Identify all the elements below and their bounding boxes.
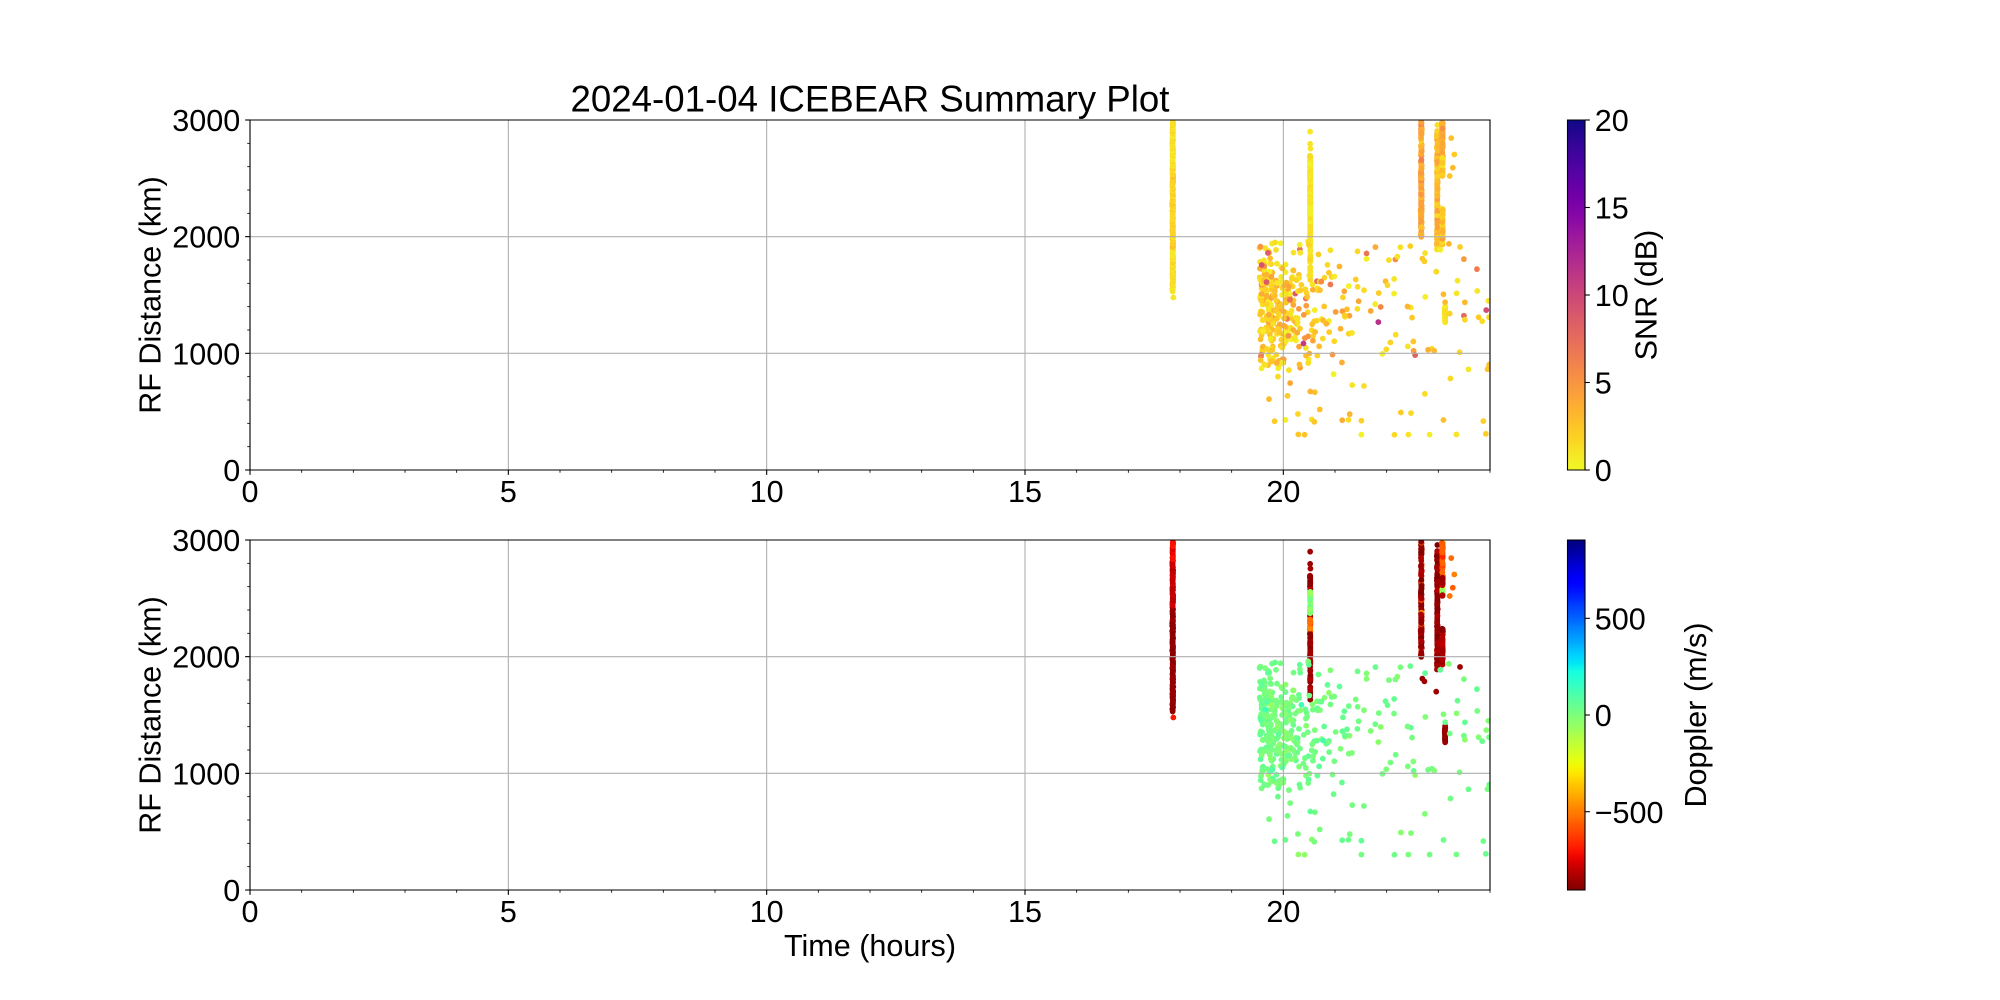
svg-text:2000: 2000 — [172, 641, 240, 675]
svg-text:SNR (dB): SNR (dB) — [1629, 230, 1663, 361]
svg-text:RF Distance (km): RF Distance (km) — [133, 596, 167, 834]
svg-text:10: 10 — [750, 475, 784, 509]
svg-text:20: 20 — [1595, 104, 1629, 138]
svg-text:15: 15 — [1008, 475, 1042, 509]
svg-text:0: 0 — [1595, 699, 1612, 733]
svg-text:3000: 3000 — [172, 524, 240, 558]
svg-text:10: 10 — [750, 895, 784, 929]
svg-text:0: 0 — [241, 895, 258, 929]
svg-text:15: 15 — [1008, 895, 1042, 929]
svg-text:1000: 1000 — [172, 337, 240, 371]
svg-text:500: 500 — [1595, 602, 1646, 636]
svg-text:RF Distance (km): RF Distance (km) — [133, 176, 167, 414]
svg-text:2024-01-04 ICEBEAR Summary Plo: 2024-01-04 ICEBEAR Summary Plot — [571, 79, 1170, 120]
svg-text:Doppler (m/s): Doppler (m/s) — [1679, 622, 1713, 807]
svg-text:0: 0 — [1595, 454, 1612, 488]
svg-text:−500: −500 — [1595, 796, 1664, 830]
svg-text:20: 20 — [1266, 475, 1300, 509]
svg-text:5: 5 — [1595, 367, 1612, 401]
svg-text:0: 0 — [223, 454, 240, 488]
svg-text:1000: 1000 — [172, 757, 240, 791]
svg-text:2000: 2000 — [172, 221, 240, 255]
svg-text:0: 0 — [241, 475, 258, 509]
svg-text:5: 5 — [500, 895, 517, 929]
svg-text:5: 5 — [500, 475, 517, 509]
svg-text:20: 20 — [1266, 895, 1300, 929]
svg-text:15: 15 — [1595, 192, 1629, 226]
svg-text:10: 10 — [1595, 279, 1629, 313]
svg-text:3000: 3000 — [172, 104, 240, 138]
svg-text:Time (hours): Time (hours) — [784, 929, 956, 963]
svg-text:0: 0 — [223, 874, 240, 908]
